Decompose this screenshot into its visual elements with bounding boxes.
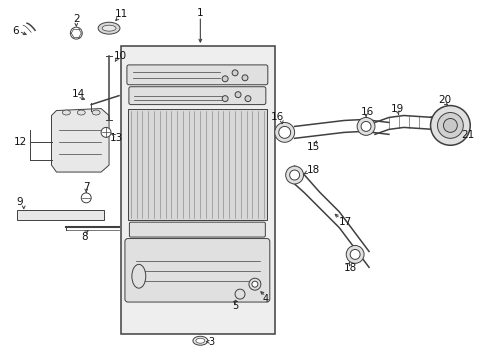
- Circle shape: [222, 96, 228, 102]
- Circle shape: [346, 246, 364, 264]
- Text: 14: 14: [71, 89, 84, 99]
- Text: 6: 6: [12, 26, 19, 36]
- Text: 12: 12: [14, 137, 27, 147]
- Circle shape: [289, 170, 299, 180]
- Text: 8: 8: [81, 231, 88, 242]
- Text: 17: 17: [339, 217, 352, 227]
- Circle shape: [81, 193, 91, 203]
- Circle shape: [429, 105, 469, 145]
- Bar: [17, 210, 104, 220]
- Text: 18: 18: [306, 165, 319, 175]
- Ellipse shape: [92, 110, 100, 115]
- Circle shape: [70, 27, 82, 39]
- Circle shape: [251, 281, 257, 287]
- Text: 13: 13: [110, 133, 123, 143]
- Circle shape: [274, 122, 294, 142]
- Text: 15: 15: [306, 142, 319, 152]
- Text: 3: 3: [208, 337, 214, 347]
- Circle shape: [285, 166, 303, 184]
- Text: 5: 5: [232, 301, 238, 311]
- Circle shape: [242, 75, 247, 81]
- Circle shape: [232, 70, 238, 76]
- Text: 1: 1: [197, 8, 203, 18]
- Text: 21: 21: [460, 130, 473, 140]
- Text: 2: 2: [73, 14, 80, 24]
- Text: 9: 9: [17, 197, 23, 207]
- Ellipse shape: [77, 110, 85, 115]
- Text: 20: 20: [438, 95, 451, 105]
- Ellipse shape: [98, 22, 120, 34]
- Text: 4: 4: [263, 294, 268, 304]
- Text: 16: 16: [270, 112, 284, 122]
- Circle shape: [222, 76, 228, 82]
- Ellipse shape: [132, 264, 145, 288]
- FancyBboxPatch shape: [127, 65, 267, 85]
- Ellipse shape: [62, 110, 70, 115]
- FancyBboxPatch shape: [129, 222, 265, 237]
- FancyBboxPatch shape: [124, 239, 269, 302]
- Polygon shape: [51, 109, 109, 172]
- Circle shape: [443, 118, 456, 132]
- Circle shape: [244, 96, 250, 102]
- Circle shape: [235, 92, 241, 98]
- Circle shape: [248, 278, 260, 290]
- Ellipse shape: [192, 336, 207, 345]
- Bar: [121, 46, 274, 334]
- Text: 10: 10: [114, 51, 127, 61]
- Bar: [128, 109, 266, 220]
- Circle shape: [235, 289, 244, 299]
- Circle shape: [101, 127, 111, 137]
- Circle shape: [437, 113, 462, 138]
- FancyBboxPatch shape: [129, 87, 265, 105]
- Text: 11: 11: [115, 9, 128, 19]
- Text: 16: 16: [360, 107, 374, 117]
- Circle shape: [349, 249, 359, 260]
- Text: 7: 7: [83, 182, 90, 192]
- Text: 19: 19: [390, 104, 403, 113]
- Circle shape: [278, 126, 290, 138]
- Text: 18: 18: [344, 263, 357, 273]
- Circle shape: [360, 121, 370, 131]
- Ellipse shape: [196, 338, 204, 343]
- Ellipse shape: [102, 25, 116, 31]
- Circle shape: [356, 117, 374, 135]
